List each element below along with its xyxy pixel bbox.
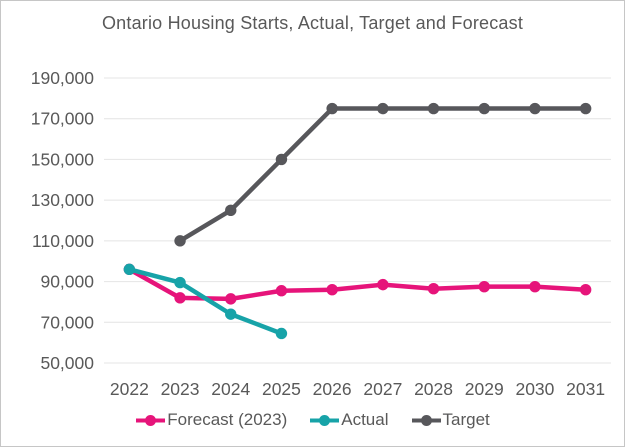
y-tick-label: 150,000: [31, 149, 95, 169]
data-point-forecast-2023: [225, 293, 237, 305]
x-tick-label: 2027: [363, 379, 402, 399]
target-line-marker-icon: [411, 414, 441, 426]
data-point-target: [225, 204, 237, 217]
series-line-target: [177, 106, 588, 244]
data-point-forecast-2023: [529, 280, 541, 293]
x-tick-label: 2023: [161, 379, 200, 399]
data-point-actual: [174, 276, 186, 289]
x-tick-label: 2028: [414, 379, 453, 399]
legend-label-forecast: Forecast (2023): [167, 410, 288, 429]
data-point-target: [326, 102, 338, 115]
data-point-target: [478, 102, 490, 115]
legend-item-forecast: Forecast (2023): [135, 410, 287, 430]
x-tick-label: 2022: [110, 379, 149, 399]
data-point-target: [174, 235, 186, 247]
x-tick-label: 2026: [313, 379, 352, 399]
data-point-forecast-2023: [326, 284, 338, 296]
x-tick-label: 2025: [262, 379, 301, 399]
y-tick-label: 70,000: [40, 312, 94, 332]
data-point-target: [377, 102, 389, 115]
legend: Forecast (2023) Actual Target: [1, 410, 624, 430]
forecast-line-marker-icon: [136, 414, 166, 426]
legend-label-actual: Actual: [341, 410, 389, 429]
y-tick-label: 110,000: [32, 231, 94, 251]
data-point-forecast-2023: [275, 285, 288, 297]
y-tick-label: 90,000: [40, 272, 94, 292]
data-point-forecast-2023: [427, 282, 440, 295]
y-tick-label: 50,000: [40, 353, 94, 373]
y-tick-label: 190,000: [31, 68, 95, 88]
data-point-target: [529, 102, 541, 115]
x-tick-label: 2029: [465, 379, 504, 399]
x-tick-label: 2030: [515, 379, 554, 399]
x-tick-label: 2024: [211, 379, 250, 399]
data-point-target: [579, 102, 592, 115]
data-point-target: [275, 153, 288, 166]
data-point-target: [427, 102, 440, 115]
chart-title: Ontario Housing Starts, Actual, Target a…: [101, 13, 524, 33]
data-point-forecast-2023: [478, 280, 490, 293]
data-point-actual: [225, 308, 237, 320]
data-point-forecast-2023: [579, 284, 592, 296]
actual-line-marker-icon: [310, 414, 340, 426]
series-line-actual: [127, 267, 284, 336]
y-tick-label: 130,000: [31, 190, 95, 210]
legend-label-target: Target: [442, 410, 490, 429]
data-point-actual: [123, 263, 136, 276]
data-point-actual: [275, 327, 288, 340]
legend-item-target: Target: [411, 410, 490, 430]
data-point-forecast-2023: [174, 292, 186, 304]
legend-item-actual: Actual: [309, 410, 389, 430]
x-tick-label: 2031: [566, 379, 605, 399]
data-point-forecast-2023: [377, 278, 389, 291]
y-tick-label: 170,000: [31, 109, 95, 129]
